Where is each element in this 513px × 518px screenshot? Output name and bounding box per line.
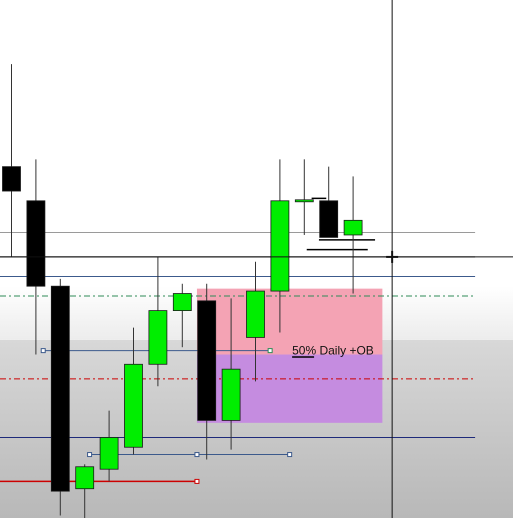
candle-1[interactable] [26,159,46,355]
bull-candle-body [75,466,95,490]
bull-candle-body [148,310,168,365]
line-anchor-marker-3[interactable] [194,452,200,458]
bear-candle-body [197,300,217,421]
candle-5[interactable] [124,327,143,455]
bull-candle-body [124,363,143,448]
line-anchor-marker-4[interactable] [287,452,293,458]
candle-13[interactable] [319,166,339,238]
candle-10[interactable] [246,261,265,382]
candle-11[interactable] [270,159,290,333]
candle-8[interactable] [197,283,217,460]
bull-candle-body [294,199,314,203]
line-anchor-marker-5[interactable] [194,478,200,484]
bear-candle-body [26,200,46,287]
candle-14[interactable] [343,176,363,294]
candle-12[interactable] [294,159,314,235]
bull-candle-body [221,368,241,421]
candle-2[interactable] [50,278,70,516]
bull-candle-body [172,293,192,311]
line-anchor-marker-2[interactable] [87,452,93,458]
bull-candle-body [99,437,119,470]
bear-candle-body [2,166,21,192]
line-anchor-marker-1[interactable] [267,348,273,354]
bull-candle-body [343,219,363,236]
candle-6[interactable] [148,256,168,387]
bull-candle-body [246,290,265,338]
line-anchor-marker-0[interactable] [40,348,46,354]
annotation-label-0: 50% Daily +OB [292,344,374,358]
candle-9[interactable] [221,298,241,450]
candle-4[interactable] [99,410,119,482]
candle-3[interactable] [75,464,95,518]
candle-7[interactable] [172,283,192,348]
order-block-upper-zone[interactable] [196,288,383,355]
crosshair-cursor-icon [386,250,399,263]
candle-0[interactable] [2,64,21,257]
bear-candle-body [50,285,70,492]
bear-candle-body [319,200,339,238]
bull-candle-body [270,200,290,292]
